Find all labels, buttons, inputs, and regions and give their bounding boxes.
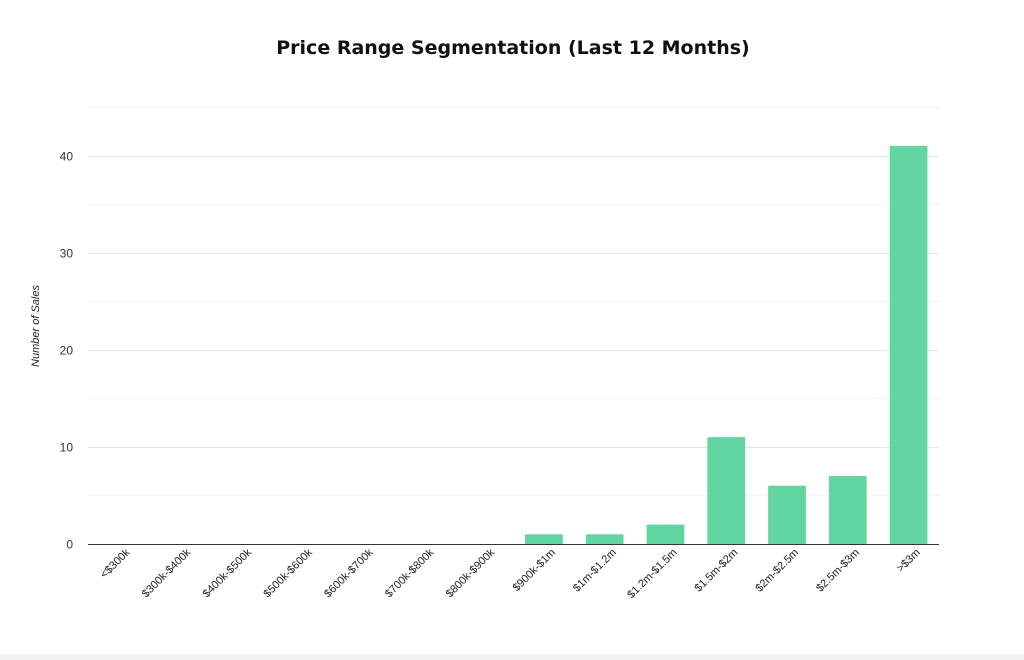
x-tick-label: $1.2m-$1.5m (625, 547, 679, 601)
y-tick-label: 40 (60, 150, 74, 164)
y-tick-label: 0 (66, 538, 73, 552)
x-tick-label: <$300k (98, 546, 133, 581)
y-tick-label: 20 (60, 344, 74, 358)
chart-title: Price Range Segmentation (Last 12 Months… (276, 37, 750, 59)
x-tick-label: $800k-$900k (444, 546, 498, 600)
bar (707, 437, 746, 544)
x-tick-label: $500k-$600k (261, 546, 315, 600)
bar (828, 476, 867, 544)
y-axis-ticks: 0 10 20 30 40 (60, 150, 74, 552)
bars (525, 145, 928, 544)
x-tick-label: $1.5m-$2m (693, 547, 741, 595)
x-tick-label: $400k-$500k (201, 546, 255, 600)
x-tick-label: $300k-$400k (140, 546, 194, 600)
x-tick-label: $700k-$800k (383, 546, 437, 600)
y-tick-label: 10 (60, 441, 74, 455)
x-tick-label: $1m-$1.2m (571, 547, 619, 595)
bar (889, 145, 928, 544)
bar (525, 534, 563, 544)
x-tick-label: $600k-$700k (322, 546, 376, 600)
x-tick-label: $900k-$1m (511, 547, 558, 594)
y-tick-label: 30 (60, 247, 74, 261)
bar (768, 485, 806, 544)
bar (646, 524, 685, 544)
gridlines (88, 107, 939, 496)
x-tick-label: >$3m (895, 547, 923, 575)
bar (585, 534, 624, 544)
x-tick-label: $2m-$2.5m (753, 547, 801, 595)
footer-strip (0, 654, 1024, 660)
x-axis-ticks: <$300k $300k-$400k $400k-$500k $500k-$600k $… (98, 546, 922, 601)
y-axis-label: Number of Sales (30, 285, 42, 367)
x-tick-label: $2.5m-$3m (814, 547, 862, 595)
